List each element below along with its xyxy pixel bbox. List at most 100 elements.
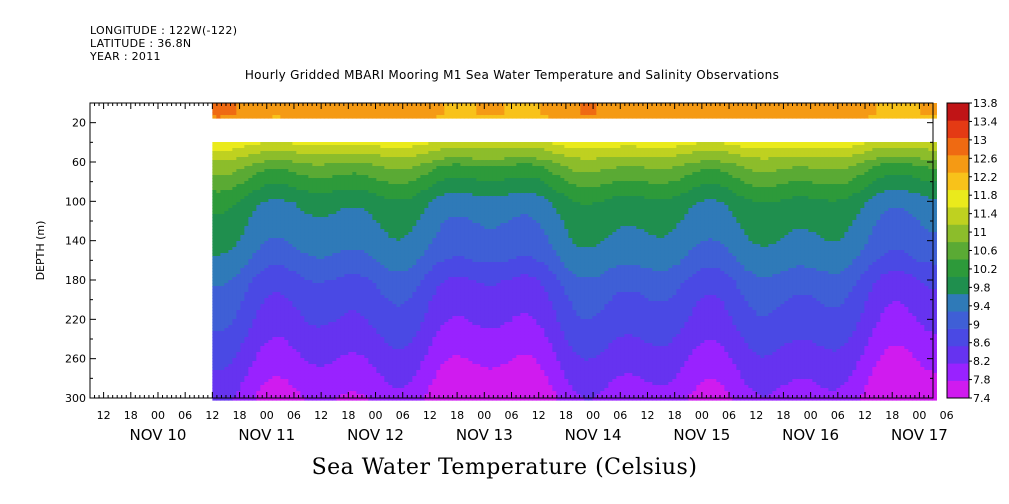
heatmap-cell [304,304,309,308]
heatmap-cell [268,286,273,290]
heatmap-cell [244,223,249,227]
heatmap-cell [316,391,321,395]
heatmap-cell [216,325,221,329]
heatmap-cell [240,157,245,161]
heatmap-cell [292,154,297,158]
heatmap-cell [216,142,221,146]
heatmap-cell [212,349,217,353]
heatmap-cell [244,166,249,170]
heatmap-cell [312,382,317,386]
heatmap-cell [240,328,245,332]
heatmap-cell [224,283,229,287]
heatmap-cell [300,391,305,395]
heatmap-cell [232,172,237,176]
heatmap-cell [256,199,261,203]
heatmap-cell [248,190,253,194]
heatmap-cell [292,364,297,368]
heatmap-cell [216,115,221,119]
heatmap-cell [236,163,241,167]
heatmap-cell [212,169,217,173]
heatmap-cell [232,232,237,236]
heatmap-cell [308,205,313,209]
heatmap-cell [244,106,249,110]
heatmap-cell [236,247,241,251]
heatmap-cell [212,250,217,254]
heatmap-cell [268,373,273,377]
heatmap-cell [276,286,281,290]
heatmap-cell [300,154,305,158]
heatmap-cell [216,241,221,245]
heatmap-cell [264,331,269,335]
heatmap-cell [316,298,321,302]
heatmap-cell [316,103,321,107]
heatmap-cell [216,160,221,164]
heatmap-cell [256,334,261,338]
heatmap-cell [296,397,301,401]
heatmap-cell [232,262,237,266]
heatmap-cell [244,361,249,365]
heatmap-cell [260,169,265,173]
heatmap-cell [260,376,265,380]
heatmap-cell [308,349,313,353]
heatmap-cell [244,175,249,179]
heatmap-cell [224,262,229,266]
heatmap-cell [316,175,321,179]
heatmap-cell [232,340,237,344]
heatmap-cell [312,301,317,305]
heatmap-cell [284,178,289,182]
heatmap-cell [216,346,221,350]
heatmap-cell [308,382,313,386]
heatmap-cell [252,328,257,332]
heatmap-cell [252,349,257,353]
heatmap-cell [252,262,257,266]
heatmap-cell [260,361,265,365]
heatmap-cell [276,334,281,338]
heatmap-cell [256,262,261,266]
heatmap-cell [280,286,285,290]
heatmap-cell [312,241,317,245]
heatmap-cell [248,271,253,275]
heatmap-cell [284,163,289,167]
heatmap-cell [276,253,281,257]
heatmap-cell [212,244,217,248]
heatmap-cell [284,370,289,374]
heatmap-cell [272,253,277,257]
heatmap-cell [320,253,325,257]
heatmap-cell [304,187,309,191]
heatmap-cell [292,394,297,398]
heatmap-cell [264,319,269,323]
heatmap-cell [300,214,305,218]
heatmap-cell [276,340,281,344]
heatmap-cell [312,271,317,275]
heatmap-cell [312,343,317,347]
heatmap-cell [280,244,285,248]
heatmap-cell [272,358,277,362]
heatmap-cell [268,235,273,239]
heatmap-cell [224,379,229,383]
heatmap-cell [284,169,289,173]
heatmap-cell [308,172,313,176]
heatmap-cell [312,283,317,287]
heatmap-cell [308,391,313,395]
heatmap-cell [304,157,309,161]
heatmap-cell [216,349,221,353]
heatmap-cell [264,232,269,236]
heatmap-cell [220,391,225,395]
heatmap-cell [316,301,321,305]
heatmap-cell [220,169,225,173]
heatmap-cell [304,238,309,242]
heatmap-cell [300,232,305,236]
heatmap-cell [236,307,241,311]
heatmap-cell [264,112,269,116]
heatmap-cell [232,283,237,287]
heatmap-cell [212,142,217,146]
heatmap-cell [284,238,289,242]
heatmap-cell [216,334,221,338]
heatmap-cell [284,298,289,302]
heatmap-cell [304,253,309,257]
heatmap-cell [236,256,241,260]
heatmap-cell [220,361,225,365]
heatmap-cell [220,280,225,284]
heatmap-cell [224,106,229,110]
heatmap-cell [288,262,293,266]
